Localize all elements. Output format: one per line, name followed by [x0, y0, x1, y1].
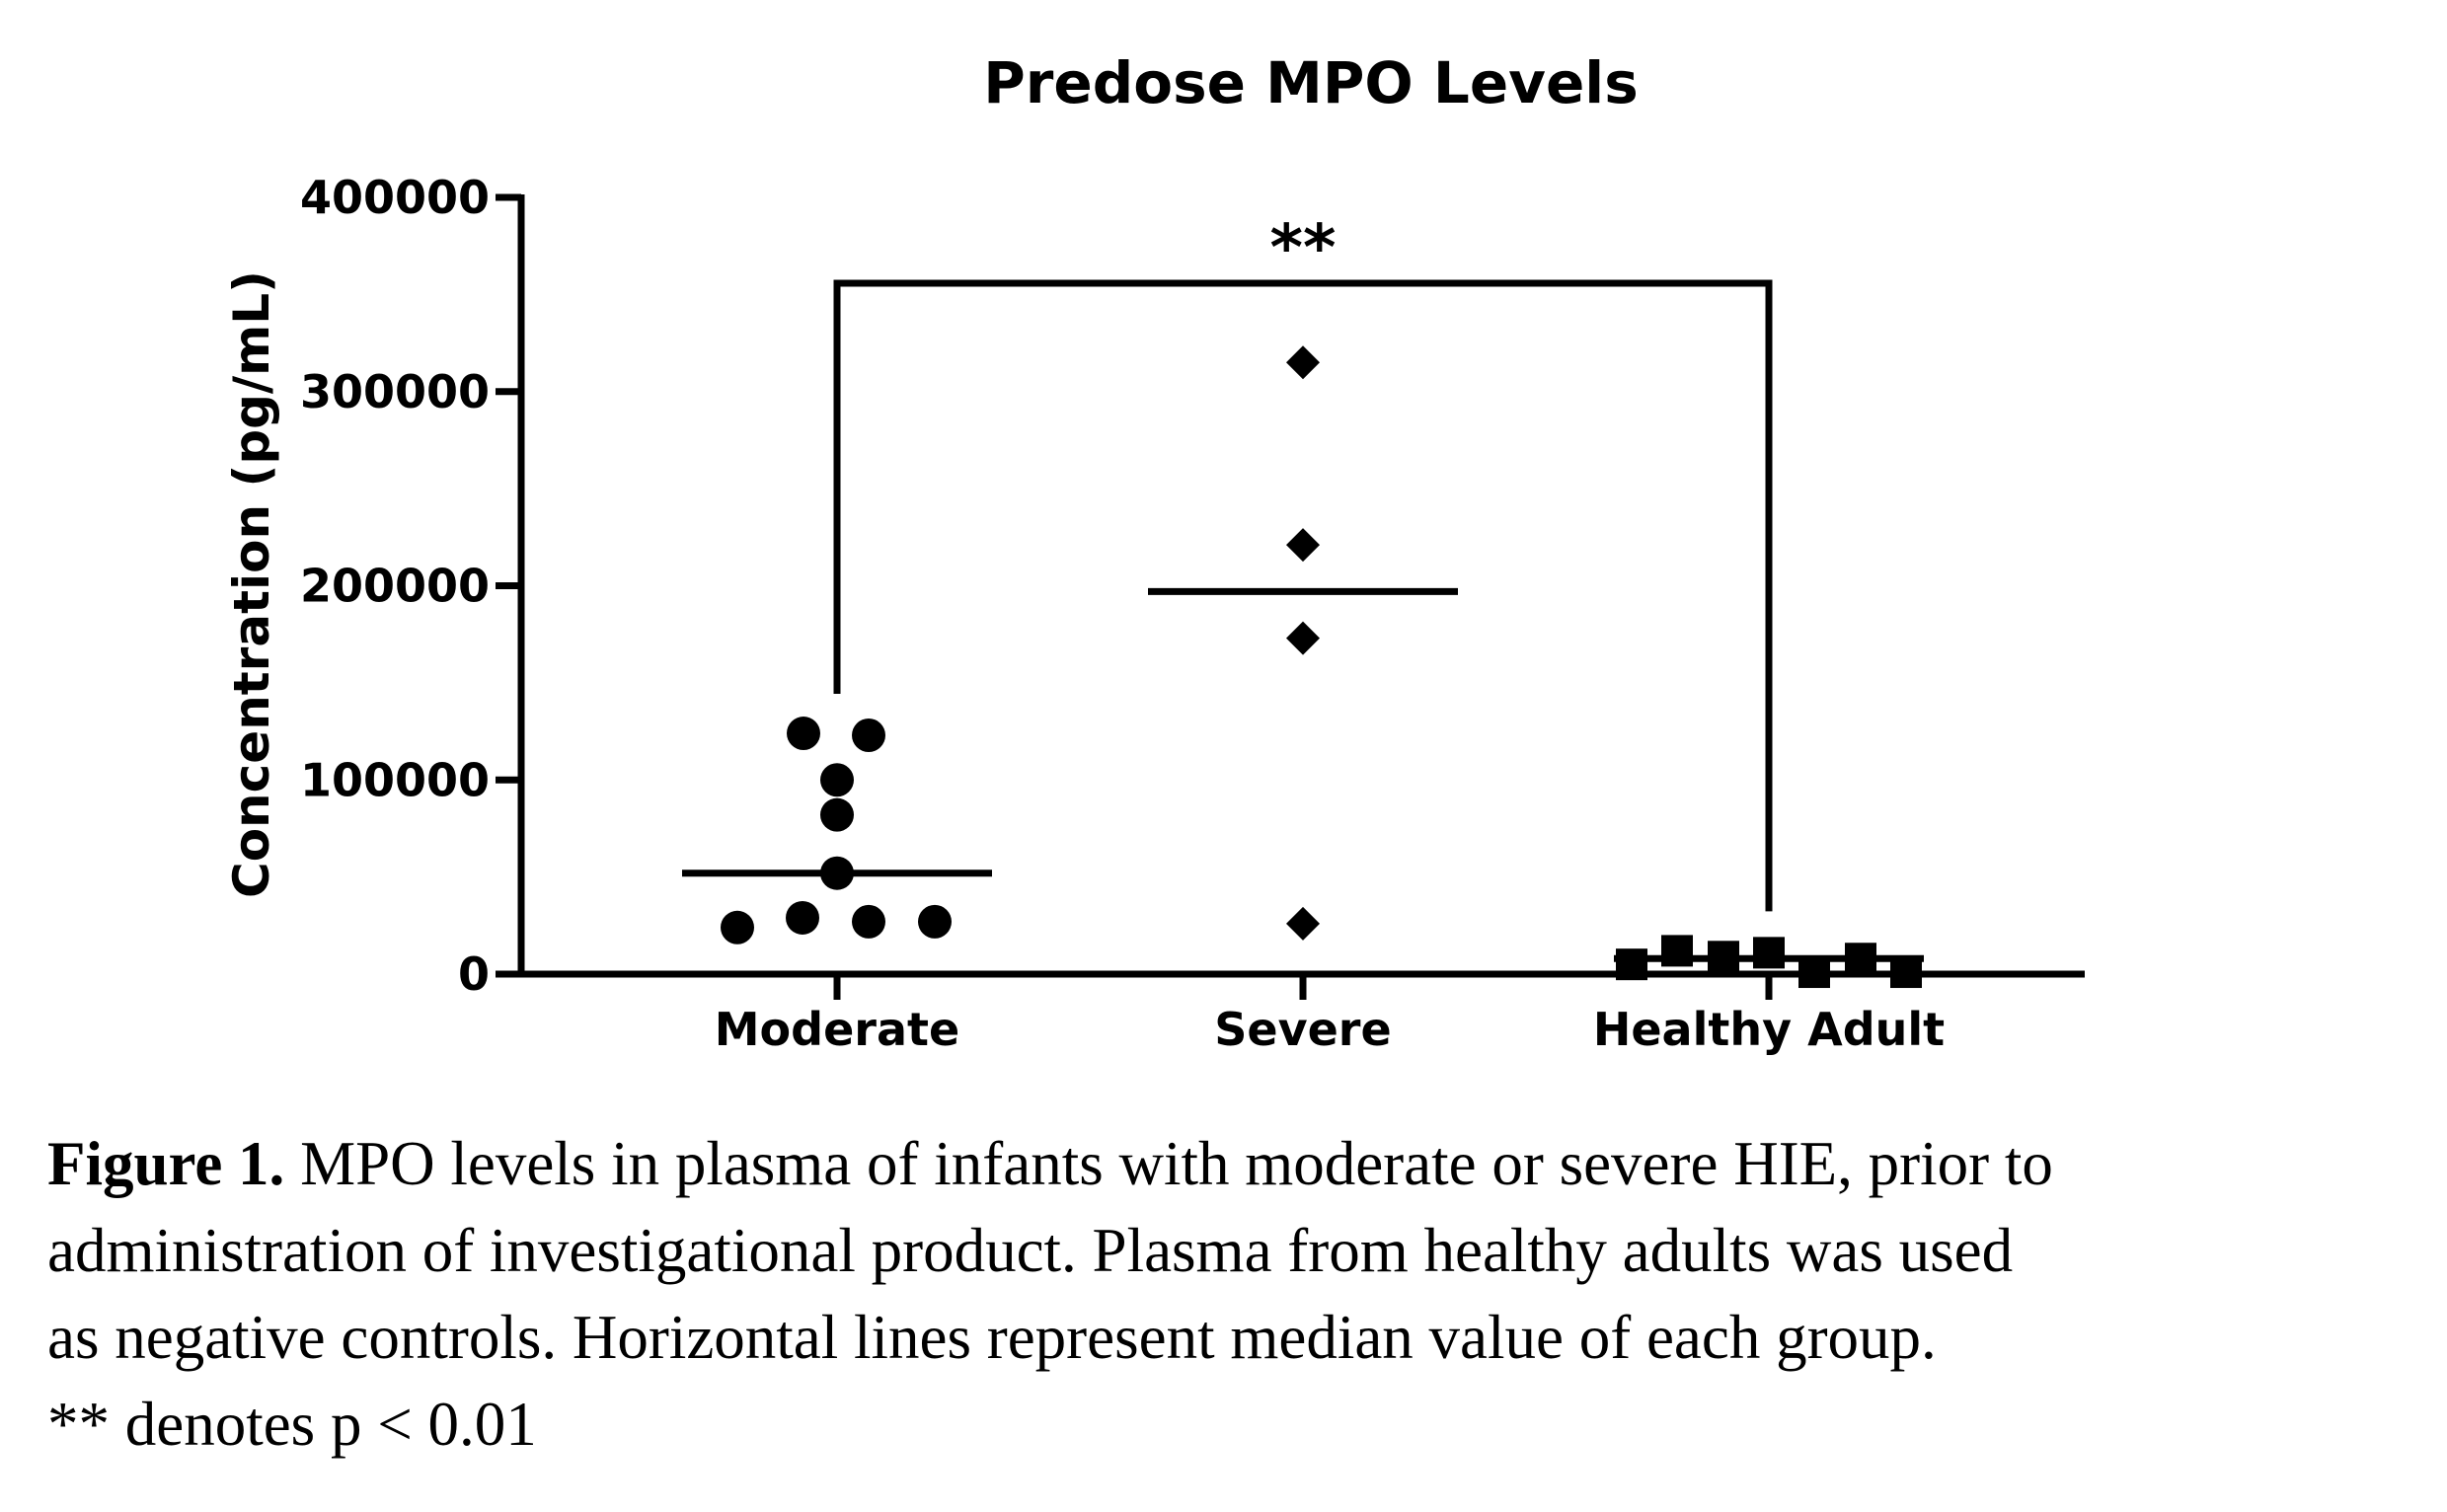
point	[820, 763, 854, 797]
caption-label: Figure 1.	[47, 1129, 284, 1198]
caption-line: ** denotes p < 0.01	[47, 1390, 537, 1459]
y-tick-label: 0	[458, 947, 490, 1001]
x-tick-label: Moderate	[715, 1003, 959, 1056]
point	[1286, 906, 1320, 941]
point	[852, 718, 885, 752]
significance-label: **	[1270, 212, 1337, 285]
caption-line: Figure 1. MPO levels in plasma of infant…	[47, 1129, 2053, 1198]
point	[820, 797, 854, 832]
caption-line: administration of investigational produc…	[47, 1216, 2013, 1285]
point	[1286, 345, 1320, 380]
y-tick-label: 200000	[300, 560, 490, 613]
y-axis-label: Concentration (pg/mL)	[223, 270, 280, 898]
point	[1286, 621, 1320, 655]
chart-title: Predose MPO Levels	[983, 49, 1638, 116]
caption-line: as negative controls. Horizontal lines r…	[47, 1303, 1937, 1372]
y-tick-label: 400000	[300, 171, 490, 224]
caption-text: MPO levels in plasma of infants with mod…	[284, 1129, 2053, 1198]
significance-bracket	[833, 279, 1773, 912]
point	[721, 910, 754, 945]
point	[852, 904, 885, 939]
point	[786, 900, 819, 935]
point	[787, 717, 820, 751]
x-tick-label: Healthy Adult	[1593, 1003, 1945, 1056]
x-tick-label: Severe	[1214, 1003, 1391, 1056]
point	[918, 904, 952, 939]
point	[1616, 948, 1647, 981]
y-tick-label: 300000	[300, 365, 490, 418]
point	[1753, 937, 1785, 969]
point	[1286, 528, 1320, 563]
y-tick-label: 100000	[300, 753, 490, 806]
